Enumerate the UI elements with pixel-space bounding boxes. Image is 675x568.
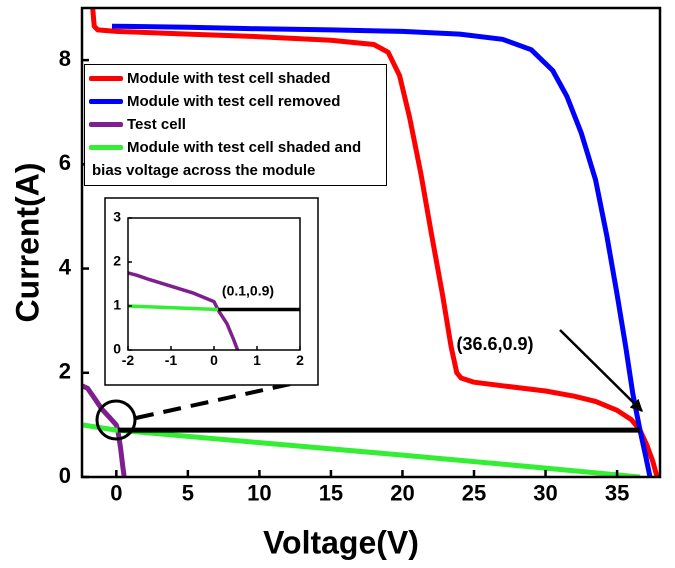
x-tick-label: 0: [110, 480, 122, 505]
x-tick-label: 1: [253, 352, 261, 368]
inset-plot: -2 -1 0 1 2 0 1 2 3 (0.1,0.9): [113, 209, 304, 368]
series-line: [82, 422, 641, 477]
legend-label: Module with test cell shaded: [127, 70, 331, 87]
zoom-circle: [95, 399, 137, 441]
y-tick-label: 8: [59, 46, 71, 71]
series-line: [90, 8, 660, 477]
legend-entry: Module with test cell shaded and bias vo…: [85, 136, 386, 182]
x-tick-label: 2: [296, 352, 304, 368]
y-tick-label: 4: [59, 254, 72, 279]
series-line: [82, 383, 127, 477]
y-tick-label: 3: [113, 209, 121, 225]
y-tick-label: 1: [113, 297, 121, 313]
x-tick-label: 35: [605, 480, 629, 505]
annotation: (0.1,0.9): [222, 283, 274, 299]
legend: Module with test cell shaded Module with …: [84, 64, 387, 186]
y-tick-label: 0: [59, 463, 71, 488]
series-group: [128, 271, 300, 350]
inset-box: [104, 197, 319, 386]
series-line: [128, 271, 240, 350]
y-tick-label: 0: [113, 341, 121, 357]
x-axis-title: Voltage(V): [263, 524, 419, 560]
y-tick-label: 6: [59, 150, 71, 175]
x-tick-label: 25: [462, 480, 486, 505]
legend-label: Module with test cell shaded and bias vo…: [92, 139, 362, 179]
y-tick-label: 2: [113, 253, 121, 269]
x-tick-label: 10: [247, 480, 271, 505]
x-tick-label: 0: [210, 352, 218, 368]
x-tick-label: -1: [165, 352, 178, 368]
x-tick-label: 15: [319, 480, 343, 505]
plot-frame: [80, 6, 662, 479]
legend-swatch: [89, 99, 123, 104]
y-axis-title: Current(A): [9, 163, 45, 323]
annotation-arrow: [559, 329, 643, 412]
legend-swatch: [89, 76, 123, 81]
y-tick-label: 2: [59, 359, 71, 384]
legend-entry: Test cell: [85, 113, 386, 136]
legend-label: Module with test cell removed: [127, 93, 341, 110]
x-tick-label: 5: [182, 480, 194, 505]
series-line: [111, 23, 653, 477]
legend-label: Test cell: [127, 116, 186, 133]
annotation: (36.6,0.9): [456, 334, 533, 354]
series-line: [128, 304, 219, 312]
main-plot: 0 5 10 15 20 25 30 3502468Voltage(V)Current(A)(…: [9, 6, 662, 560]
x-tick-label: 20: [390, 480, 414, 505]
x-tick-label: -2: [122, 352, 135, 368]
x-tick-label: 30: [533, 480, 557, 505]
legend-swatch: [89, 122, 123, 127]
legend-swatch: [89, 145, 123, 150]
legend-entry: Module with test cell shaded: [85, 67, 386, 90]
legend-entry: Module with test cell removed: [85, 90, 386, 113]
series-group: [82, 8, 660, 477]
